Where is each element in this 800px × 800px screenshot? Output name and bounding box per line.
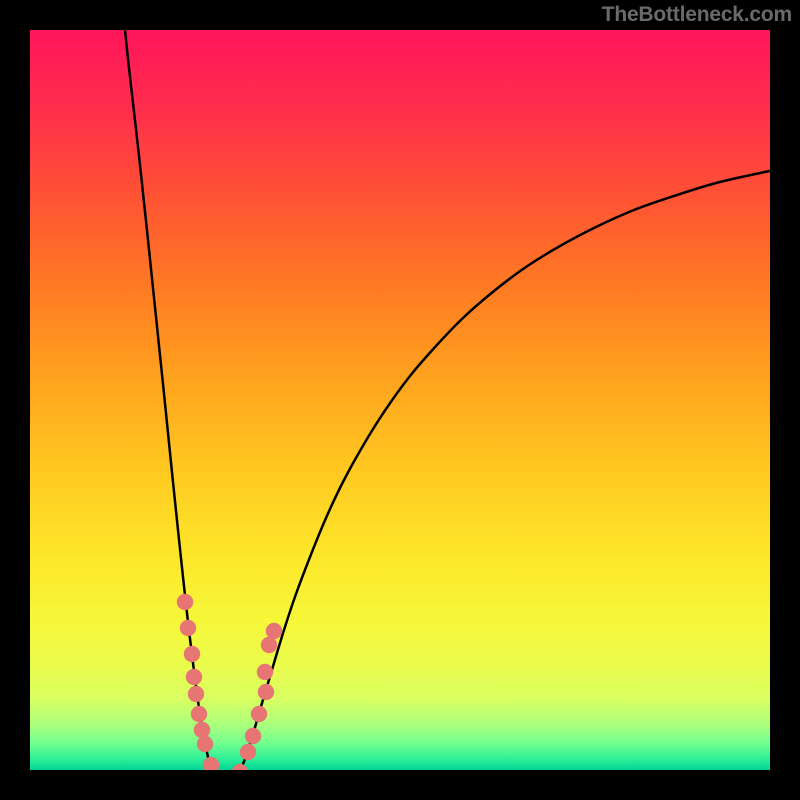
data-dot [245,728,261,744]
data-dot [251,706,267,722]
chart-svg [0,0,800,800]
data-dot [194,722,210,738]
data-dot [188,686,204,702]
data-dot [191,706,207,722]
watermark-text: TheBottleneck.com [602,3,792,27]
data-dot [257,664,273,680]
data-dot [258,684,274,700]
data-dot [186,669,202,685]
data-dot [261,637,277,653]
data-dot [197,736,213,752]
data-dot [184,646,200,662]
data-dot [180,620,196,636]
chart-container: TheBottleneck.com [0,0,800,800]
data-dot [177,594,193,610]
data-dot [266,623,282,639]
gradient-plot-area [30,30,770,770]
data-dot [240,744,256,760]
